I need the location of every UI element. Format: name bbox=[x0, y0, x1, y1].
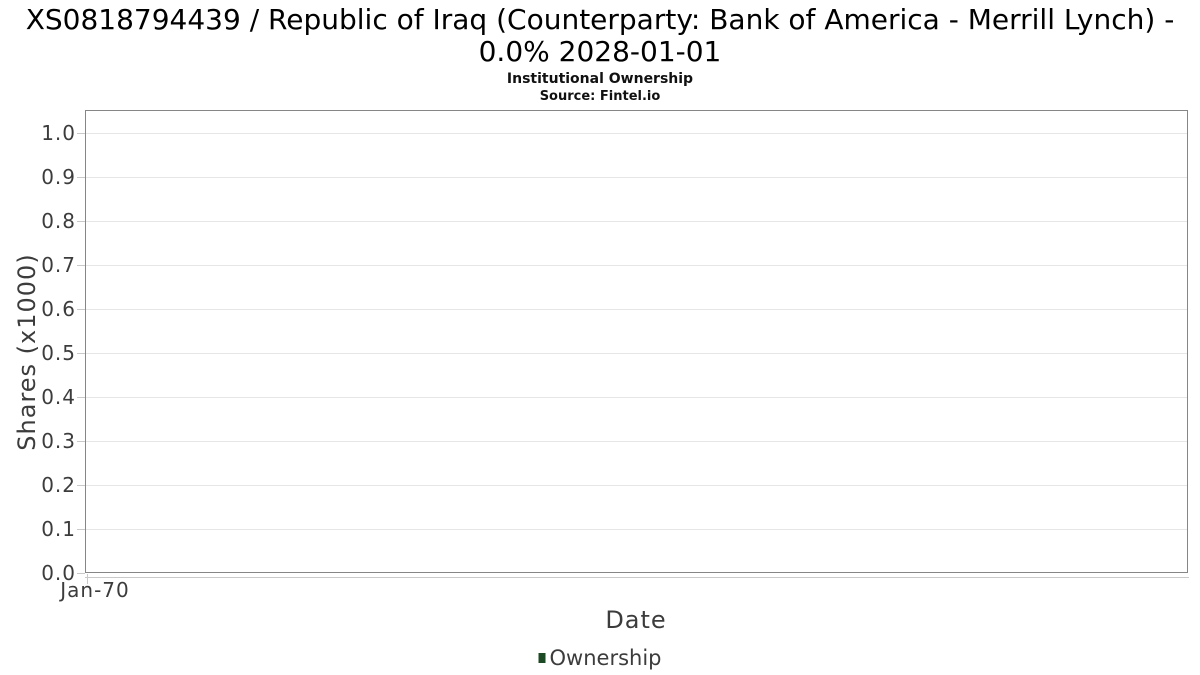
x-axis-line bbox=[85, 577, 1189, 578]
y-tick-mark bbox=[77, 529, 85, 530]
gridline bbox=[86, 133, 1187, 134]
y-tick-mark bbox=[77, 133, 85, 134]
y-tick-mark bbox=[77, 309, 85, 310]
y-tick-label: 0.1 bbox=[41, 517, 76, 541]
y-tick-mark bbox=[77, 485, 85, 486]
y-axis-title: Shares (x1000) bbox=[13, 253, 41, 451]
y-tick-label: 0.7 bbox=[41, 253, 76, 277]
gridline bbox=[86, 397, 1187, 398]
y-tick-mark bbox=[77, 221, 85, 222]
y-tick-label: 0.2 bbox=[41, 473, 76, 497]
gridline bbox=[86, 221, 1187, 222]
y-tick-mark bbox=[77, 441, 85, 442]
y-tick-label: 0.4 bbox=[41, 385, 76, 409]
y-tick-mark bbox=[77, 573, 85, 574]
y-tick-mark bbox=[77, 397, 85, 398]
y-tick-mark bbox=[77, 177, 85, 178]
gridline bbox=[86, 353, 1187, 354]
gridline bbox=[86, 309, 1187, 310]
gridline bbox=[86, 485, 1187, 486]
legend-series-label: Ownership bbox=[549, 646, 662, 670]
y-tick-label: 1.0 bbox=[41, 121, 76, 145]
legend: Ownership bbox=[538, 646, 662, 670]
gridline bbox=[86, 441, 1187, 442]
y-tick-label: 0.8 bbox=[41, 209, 76, 233]
chart-subtitle: Institutional Ownership bbox=[506, 71, 694, 87]
chart-source: Source: Fintel.io bbox=[539, 89, 661, 104]
y-tick-label: 0.9 bbox=[41, 165, 76, 189]
y-tick-label: 0.0 bbox=[41, 561, 76, 585]
chart-title: XS0818794439 / Republic of Iraq (Counter… bbox=[25, 3, 1175, 68]
gridline bbox=[86, 529, 1187, 530]
y-tick-label: 0.3 bbox=[41, 429, 76, 453]
gridline bbox=[86, 177, 1187, 178]
y-tick-mark bbox=[77, 353, 85, 354]
y-tick-label: 0.6 bbox=[41, 297, 76, 321]
x-tick-label: Jan-70 bbox=[60, 578, 130, 602]
gridline bbox=[86, 265, 1187, 266]
x-tick-mark bbox=[87, 574, 88, 584]
x-axis-title: Date bbox=[605, 606, 667, 634]
legend-item-ownership[interactable]: Ownership bbox=[538, 646, 662, 670]
y-tick-mark bbox=[77, 265, 85, 266]
y-tick-label: 0.5 bbox=[41, 341, 76, 365]
plot-area bbox=[85, 110, 1188, 573]
legend-series-marker-icon bbox=[538, 653, 546, 663]
